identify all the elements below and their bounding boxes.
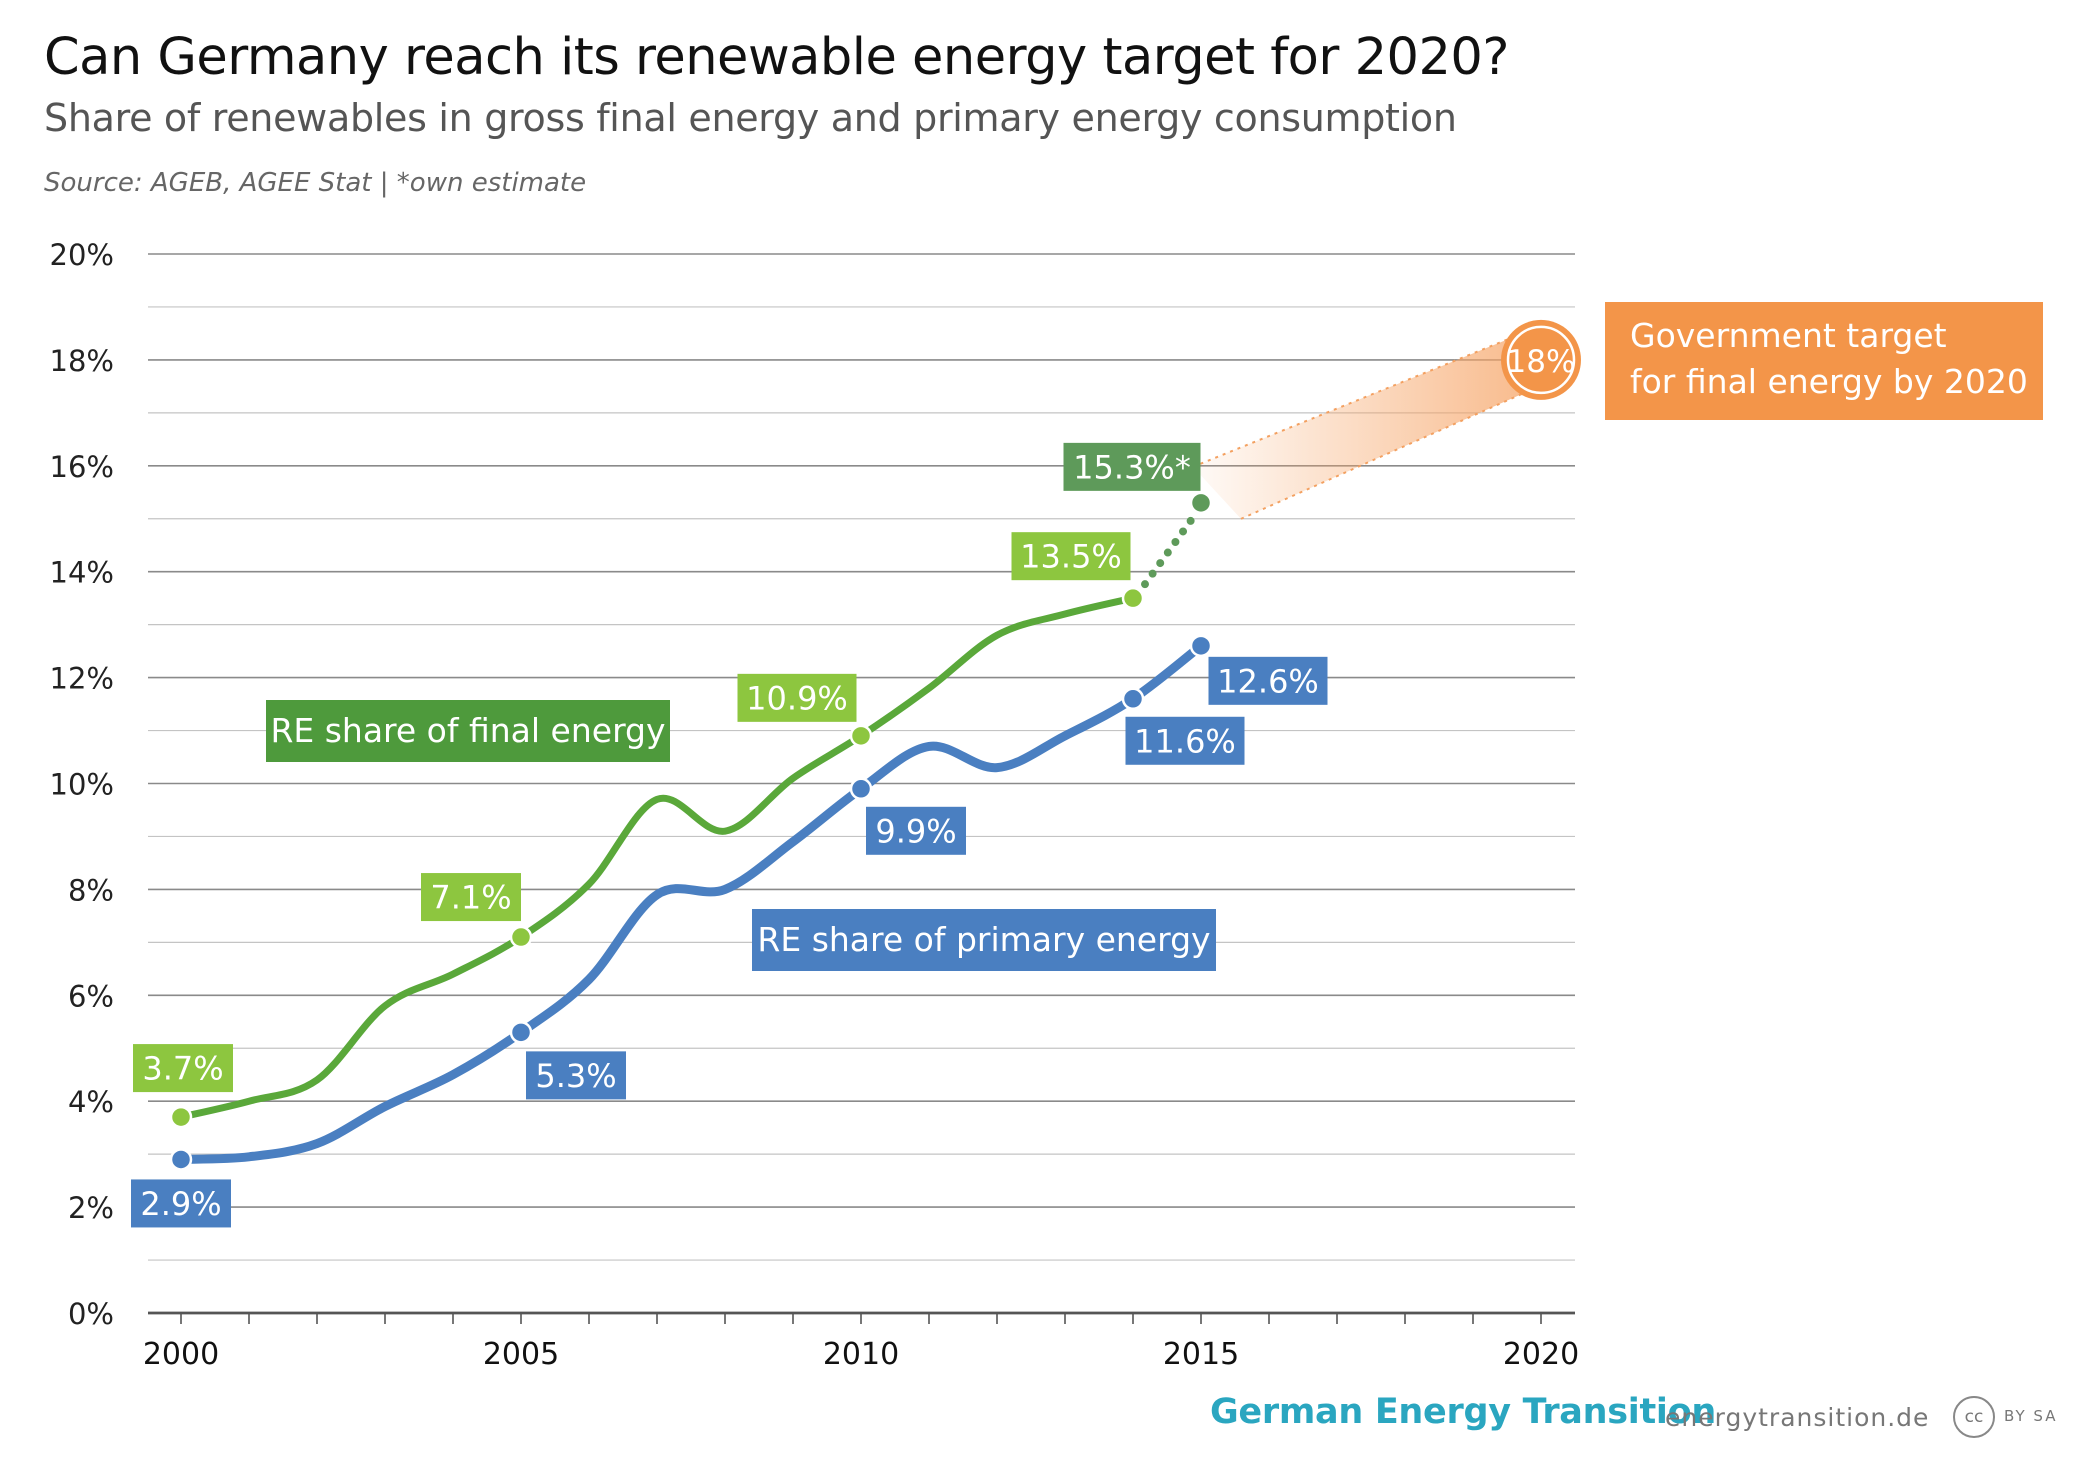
y-tick-label: 4% [68,1085,114,1119]
data-point-primary [169,1148,193,1171]
value-label-final-box [1011,532,1131,581]
chart-title: Can Germany reach its renewable energy t… [44,28,1509,87]
value-label-primary: 5.3% [535,1057,616,1095]
data-point-final [509,925,533,949]
value-label-final: 13.5% [1020,538,1122,576]
target-callout-line: Government target [1630,316,1947,355]
y-tick-label: 8% [68,873,114,907]
value-label-primary-box [131,1179,231,1228]
chart-subtitle: Share of renewables in gross final energ… [44,96,1457,140]
series-line-final [177,594,1137,1121]
y-tick-label: 20% [50,238,114,272]
data-point-final [1121,586,1145,610]
data-point-final [849,724,873,748]
y-tick-label: 6% [68,979,114,1013]
x-tick-label: 2000 [143,1337,219,1372]
series-line-final-estimate [1141,510,1199,589]
data-point-primary [849,777,873,801]
value-label-final-box [133,1044,233,1093]
data-point-primary [509,1021,533,1044]
value-label-primary-box [526,1051,626,1100]
target-fan [1193,329,1531,519]
y-tick-label: 14% [50,556,114,590]
series-line-primary [176,641,1206,1164]
value-label-primary: 12.6% [1217,662,1319,700]
series-label-primary: RE share of primary energy [757,920,1210,959]
creative-commons-icon: cc [1953,1396,1995,1438]
license-text: BY SA [2004,1407,2058,1425]
value-label-final-box [421,873,521,922]
data-point-primary [1121,687,1145,711]
y-tick-label: 16% [50,450,114,484]
data-point-primary [1189,634,1213,658]
x-tick-label: 2015 [1163,1337,1239,1372]
y-tick-label: 12% [50,662,114,696]
value-label-final-box [1063,442,1201,491]
series-label-primary-box [752,909,1216,971]
brand-logo-text: German Energy Transition [1210,1392,1716,1432]
target-fan-edge [1240,388,1532,520]
value-label-final: 10.9% [746,679,848,717]
footer-url: energytransition.de [1665,1403,1930,1432]
source-note: Source: AGEB, AGEE Stat | *own estimate [44,168,587,198]
target-callout-box [1605,302,2043,420]
value-label-final-box [737,673,857,722]
value-label-primary: 9.9% [875,812,956,850]
y-tick-label: 18% [50,344,114,378]
series-label-final-box [266,700,670,762]
target-value-label: 18% [1507,344,1576,380]
value-label-primary-box [866,806,966,855]
target-marker [1501,319,1581,400]
data-point-final [169,1105,193,1129]
series-label-final: RE share of final energy [270,711,665,750]
value-label-final: 15.3%* [1073,448,1191,486]
value-label-primary: 11.6% [1134,722,1236,760]
x-tick-label: 2020 [1503,1337,1579,1372]
value-label-primary-box [1125,716,1245,765]
y-tick-label: 10% [50,768,114,802]
y-tick-label: 2% [68,1191,114,1225]
y-tick-label: 0% [68,1297,114,1331]
value-label-final: 3.7% [142,1050,223,1088]
target-marker-ring [1506,325,1576,395]
target-callout-line: for final energy by 2020 [1630,362,2028,401]
data-point-final [1189,491,1213,515]
value-label-final: 7.1% [430,879,511,917]
value-label-primary: 2.9% [140,1185,221,1223]
value-label-primary-box [1208,656,1328,705]
x-tick-label: 2010 [823,1337,899,1372]
x-tick-label: 2005 [483,1337,559,1372]
